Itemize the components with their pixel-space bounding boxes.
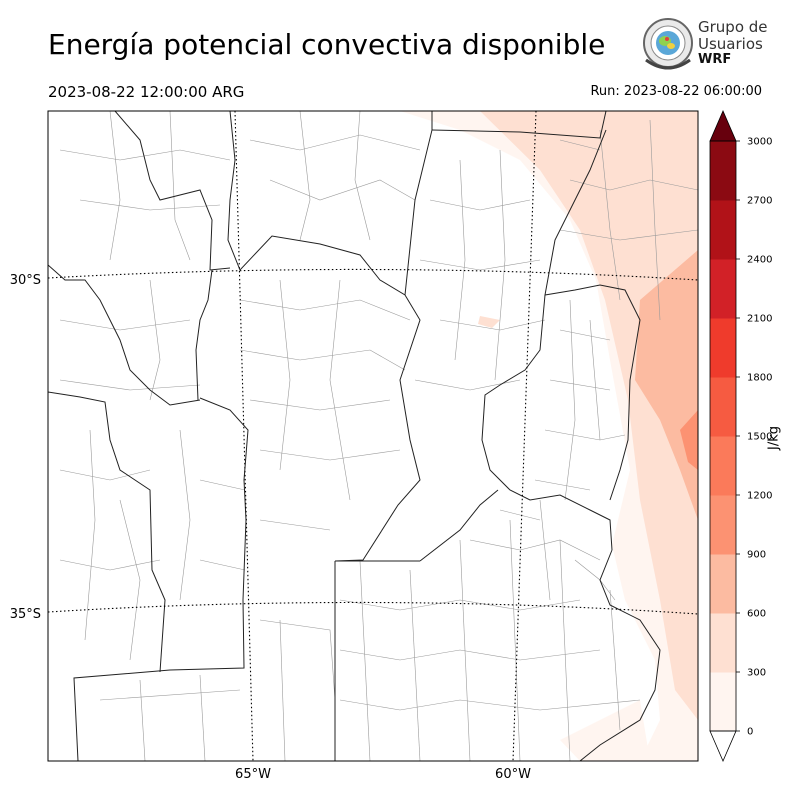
colorbar-extend-min (709, 730, 737, 763)
colorbar-segment (710, 141, 736, 201)
lat-label-35s: 35°S (10, 607, 41, 622)
colorbar-tick-label: 0 (747, 727, 753, 738)
departments (59, 111, 698, 761)
colorbar-tick-label: 300 (747, 668, 766, 679)
graticule-lon-65w (234, 111, 254, 761)
colorbar-tick-label: 2100 (747, 314, 772, 325)
logo-line-2: Usuarios (698, 35, 763, 53)
valid-time: 2023-08-22 12:00:00 ARG (48, 83, 245, 101)
colorbar-tick-label: 2400 (747, 255, 772, 266)
map-frame (47, 110, 699, 762)
colorbar-segment (710, 554, 736, 614)
colorbar-label: J/kg (766, 426, 782, 450)
colorbar-tick-label: 3000 (747, 137, 772, 148)
colorbar-segment (710, 318, 736, 378)
colorbar: 0 300 600 900 1200 1500 1800 2100 2400 2700 3000 (709, 109, 772, 763)
lon-label-65w: 65°W (235, 767, 271, 782)
graticule-lon-60w (512, 111, 537, 761)
logo-line-1: Grupo de (698, 18, 768, 36)
lat-label-30s: 30°S (10, 273, 41, 288)
graticule-lat-30s (48, 268, 698, 281)
wrf-logo: Grupo de Usuarios WRF (638, 16, 768, 74)
colorbar-tick-label: 600 (747, 609, 766, 620)
colorbar-segment (710, 436, 736, 496)
colorbar-segment (710, 495, 736, 555)
wrf-group-seal-icon (643, 18, 693, 70)
cape-field (400, 111, 698, 761)
logo-line-3: WRF (698, 52, 732, 67)
colorbar-tick-label: 1200 (747, 491, 772, 502)
colorbar-segment (710, 200, 736, 260)
colorbar-tick-label: 1500 (747, 432, 772, 443)
lon-label-60w: 60°W (495, 767, 531, 782)
province-borders (48, 111, 661, 761)
colorbar-tick-label: 1800 (747, 373, 772, 384)
graticule-lat-35s (48, 601, 698, 615)
colorbar-segment (710, 613, 736, 673)
page-title: Energía potencial convectiva disponible (48, 28, 606, 61)
colorbar-tick-label: 2700 (747, 196, 772, 207)
colorbar-tick-label: 900 (747, 550, 766, 561)
colorbar-segment (710, 377, 736, 437)
run-time: Run: 2023-08-22 06:00:00 (590, 84, 762, 99)
colorbar-segment (710, 259, 736, 319)
graticule (48, 111, 698, 761)
colorbar-extend-max (709, 109, 737, 142)
colorbar-segment (710, 672, 736, 732)
